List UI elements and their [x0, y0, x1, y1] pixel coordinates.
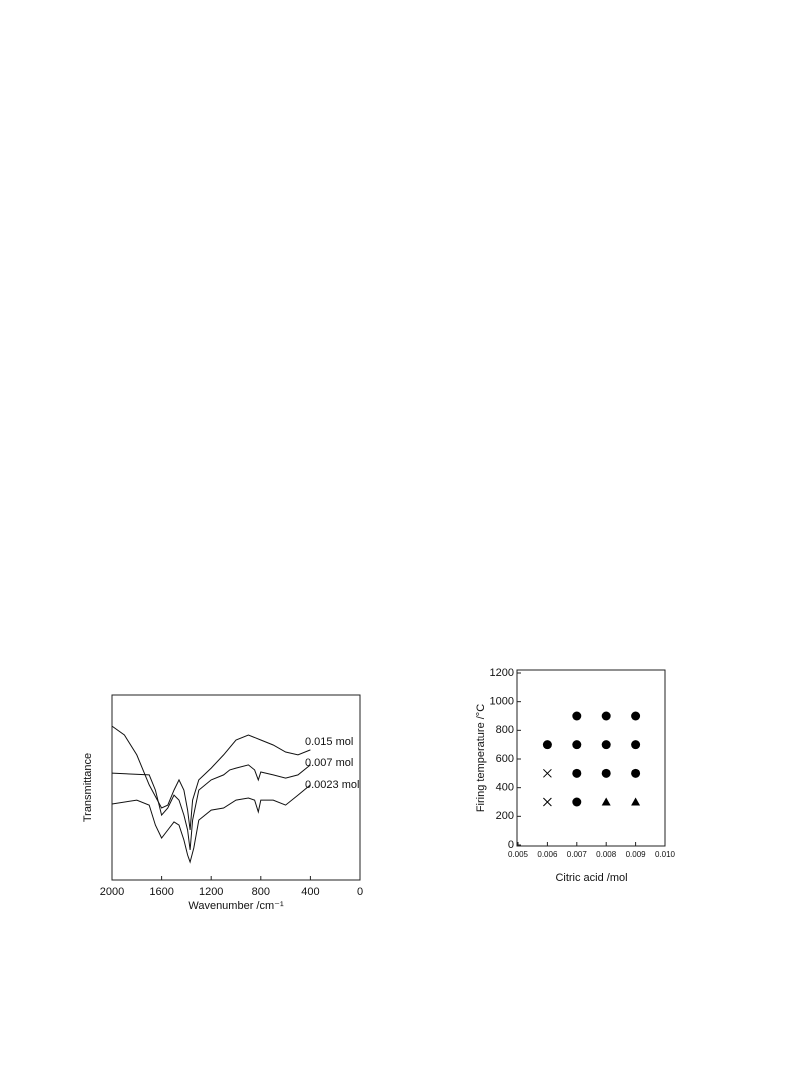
- y-axis-label: Firing temperature /°C: [475, 704, 487, 812]
- x-tick-label: 400: [301, 886, 319, 898]
- plot-frame: [111, 694, 361, 881]
- x-tick-label: 0.006: [537, 850, 558, 859]
- point: [631, 797, 641, 806]
- x-tick-label: 0.005: [508, 850, 529, 859]
- point: [631, 711, 641, 721]
- x-axis-label: Wavenumber /cm⁻¹: [188, 900, 284, 912]
- point: [601, 711, 611, 721]
- y-tick-label: 400: [496, 782, 514, 794]
- chart: 2000 1600 1200 800 400 0 0.015 mol 0.007 mol 0.0…: [82, 694, 363, 912]
- point: [572, 768, 582, 778]
- point: [601, 740, 611, 750]
- x-tick-label: 0.007: [567, 850, 588, 859]
- y-tick-label: 1200: [490, 667, 514, 679]
- series-label: 0.0023 mol: [305, 779, 359, 791]
- point: [601, 797, 611, 806]
- spectrum-line: [111, 725, 311, 831]
- series-label: 0.007 mol: [305, 757, 353, 769]
- point: [543, 797, 552, 807]
- y-tick-label: 800: [496, 724, 514, 736]
- point: [631, 768, 641, 778]
- x-tick-label: 0: [357, 886, 363, 898]
- y-tick-label: 1000: [490, 696, 514, 708]
- point: [631, 740, 641, 750]
- x-tick-label: 800: [252, 886, 270, 898]
- y-tick-label: 200: [496, 810, 514, 822]
- plot-frame: [516, 669, 666, 847]
- x-tick-label: 0.008: [596, 850, 617, 859]
- y-axis-label: Transmittance: [82, 753, 94, 822]
- x-tick-label: 0.009: [626, 850, 647, 859]
- x-tick-label: 0.010: [655, 850, 676, 859]
- point: [601, 768, 611, 778]
- series-label: 0.015 mol: [305, 736, 353, 748]
- x-axis-label: Citric acid /mol: [555, 872, 627, 884]
- point: [572, 711, 582, 721]
- point: [543, 768, 552, 778]
- chart: 0.005 0.006 0.007 0.008 0.009 0.010 0 200 400 600…: [475, 667, 676, 884]
- point: [542, 740, 552, 750]
- spectrum-line: [111, 784, 311, 864]
- point: [572, 797, 582, 807]
- x-tick-label: 1600: [149, 886, 173, 898]
- y-tick-label: 0: [508, 839, 514, 851]
- point: [572, 740, 582, 750]
- x-tick-label: 1200: [199, 886, 223, 898]
- y-tick-label: 600: [496, 753, 514, 765]
- spectrum-line: [111, 764, 311, 851]
- x-tick-label: 2000: [100, 886, 124, 898]
